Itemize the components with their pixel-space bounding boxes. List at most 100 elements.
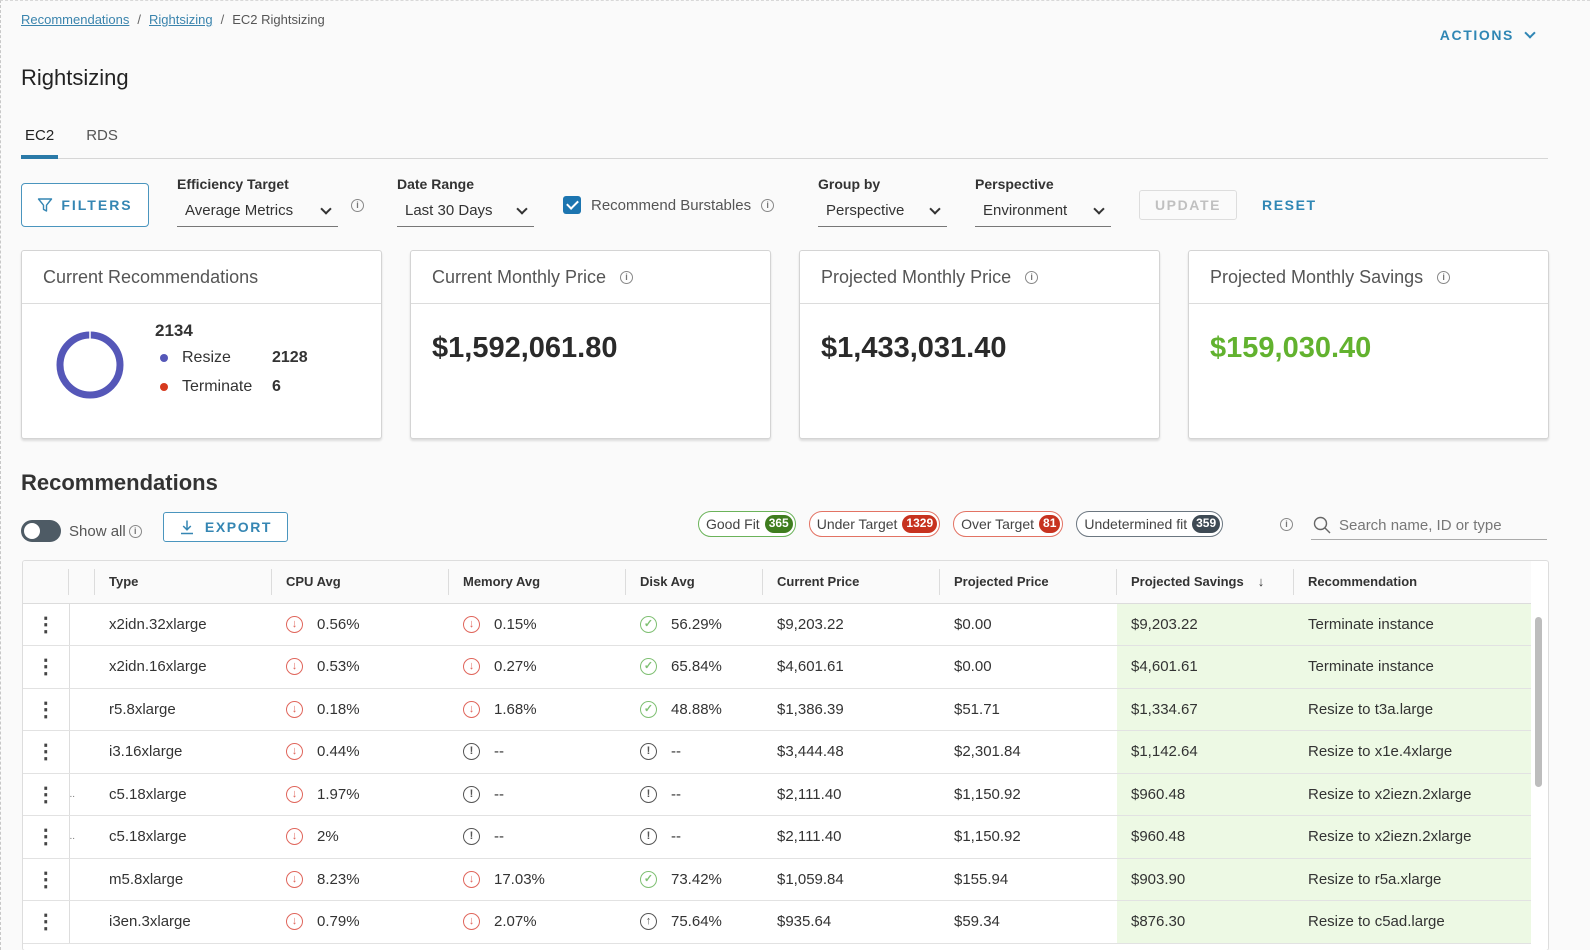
table-row[interactable]: ⋮ m5.8xlarge ↓ 8.23% ↓ 17.03% ✓ 73.42% $1,0… bbox=[23, 858, 1531, 901]
info-icon[interactable]: i bbox=[1025, 270, 1039, 284]
fit-filter-chips: Good Fit 365 Under Target 1329 Over Targ… bbox=[698, 511, 1224, 537]
chevron-down-icon bbox=[929, 202, 941, 215]
row-actions-kebab-icon[interactable]: ⋮ bbox=[23, 688, 69, 731]
row-actions-kebab-icon[interactable]: ⋮ bbox=[23, 900, 69, 944]
recommend-burstables-option: Recommend Burstables i bbox=[563, 196, 775, 214]
chevron-down-icon bbox=[516, 202, 528, 215]
cell-disk-avg: ! -- bbox=[626, 730, 763, 774]
table-row[interactable]: ⋮ .. c5.18xlarge ↓ 1.97% ! -- ! -- $2,111.4… bbox=[23, 773, 1531, 816]
column-header-current-price[interactable]: Current Price bbox=[763, 561, 940, 604]
cell-cpu-avg: ↓ 0.56% bbox=[272, 603, 449, 646]
breadcrumb-current: EC2 Rightsizing bbox=[232, 12, 325, 27]
efficiency-target-select[interactable]: Average Metrics bbox=[177, 200, 338, 227]
cell-disk-avg: ✓ 73.42% bbox=[626, 858, 763, 901]
row-expander[interactable] bbox=[68, 603, 95, 646]
table-row[interactable]: ⋮ x2idn.32xlarge ↓ 0.56% ↓ 0.15% ✓ 56.29% $… bbox=[23, 603, 1531, 646]
row-actions-kebab-icon[interactable]: ⋮ bbox=[23, 773, 69, 816]
row-expander[interactable] bbox=[68, 688, 95, 731]
row-expander[interactable] bbox=[68, 900, 95, 944]
row-actions-kebab-icon[interactable]: ⋮ bbox=[23, 815, 69, 859]
perspective-field: Perspective Environment bbox=[975, 176, 1111, 227]
table-row[interactable]: ⋮ i3.16xlarge ↓ 0.44% ! -- ! -- $3,444.48 $… bbox=[23, 730, 1531, 774]
row-actions-kebab-icon[interactable]: ⋮ bbox=[23, 730, 69, 774]
actions-label: ACTIONS bbox=[1439, 27, 1514, 43]
cell-projected-price: $1,150.92 bbox=[940, 815, 1117, 859]
chip-undetermined-fit[interactable]: Undetermined fit 359 bbox=[1076, 511, 1224, 537]
date-range-value: Last 30 Days bbox=[405, 202, 493, 219]
actions-menu-button[interactable]: ACTIONS bbox=[1439, 27, 1536, 43]
arrow-down-circle-icon: ↓ bbox=[463, 700, 480, 718]
filters-button[interactable]: FILTERS bbox=[21, 183, 149, 227]
table-row[interactable]: ⋮ i3en.3xlarge ↓ 0.79% ↓ 2.07% ↑ 75.64% $93… bbox=[23, 900, 1531, 944]
column-header-type[interactable]: Type bbox=[95, 561, 272, 604]
breadcrumb-rightsizing-link[interactable]: Rightsizing bbox=[149, 12, 213, 27]
memory-value: -- bbox=[494, 743, 504, 761]
row-expander[interactable] bbox=[68, 858, 95, 901]
chip-under-target[interactable]: Under Target 1329 bbox=[808, 511, 941, 537]
column-header-recommendation[interactable]: Recommendation bbox=[1294, 561, 1531, 604]
update-button[interactable]: UPDATE bbox=[1139, 190, 1237, 220]
table-row[interactable]: ⋮ .. c5.18xlarge ↓ 2% ! -- ! -- $2,111.40 $… bbox=[23, 815, 1531, 859]
info-icon[interactable]: i bbox=[1280, 518, 1293, 531]
breadcrumb-separator: / bbox=[220, 12, 225, 27]
recommend-burstables-checkbox[interactable] bbox=[563, 196, 581, 214]
chip-over-target[interactable]: Over Target 81 bbox=[953, 511, 1064, 537]
table-row[interactable]: ⋮ r5.8xlarge ↓ 0.18% ↓ 1.68% ✓ 48.88% $1,38… bbox=[23, 688, 1531, 731]
disk-value: 75.64% bbox=[671, 913, 722, 931]
cell-projected-price: $0.00 bbox=[940, 645, 1117, 689]
arrow-down-circle-icon: ↓ bbox=[463, 870, 480, 888]
row-expander[interactable]: .. bbox=[68, 773, 95, 816]
chip-label: Over Target bbox=[961, 516, 1035, 532]
column-header-projected-savings[interactable]: Projected Savings ↓ bbox=[1117, 561, 1294, 604]
info-icon[interactable]: i bbox=[1437, 270, 1451, 284]
column-header-projected-price[interactable]: Projected Price bbox=[940, 561, 1117, 604]
cell-projected-savings: $876.30 bbox=[1117, 900, 1294, 944]
search-input[interactable] bbox=[1339, 516, 1539, 534]
column-header-cpu-avg[interactable]: CPU Avg bbox=[272, 561, 449, 604]
cell-type: i3.16xlarge bbox=[95, 730, 272, 774]
info-icon[interactable]: i bbox=[620, 270, 634, 284]
legend-label: Resize bbox=[182, 349, 231, 366]
column-header-disk-avg[interactable]: Disk Avg bbox=[626, 561, 763, 604]
cell-recommendation: Terminate instance bbox=[1294, 645, 1531, 689]
row-actions-kebab-icon[interactable]: ⋮ bbox=[23, 858, 69, 901]
cpu-value: 0.56% bbox=[317, 615, 360, 633]
info-icon[interactable]: i bbox=[761, 198, 775, 212]
row-expander[interactable]: .. bbox=[68, 815, 95, 859]
breadcrumb-recommendations-link[interactable]: Recommendations bbox=[21, 12, 130, 27]
exclamation-circle-icon: ! bbox=[463, 828, 480, 846]
cell-cpu-avg: ↓ 1.97% bbox=[272, 773, 449, 816]
tab-ec2[interactable]: EC2 bbox=[21, 123, 59, 159]
row-actions-kebab-icon[interactable]: ⋮ bbox=[23, 603, 69, 646]
row-expander[interactable] bbox=[68, 645, 95, 689]
table-row[interactable]: ⋮ x2idn.16xlarge ↓ 0.53% ↓ 0.27% ✓ 65.84% $… bbox=[23, 645, 1531, 689]
column-header-memory-avg[interactable]: Memory Avg bbox=[449, 561, 626, 604]
chip-good-fit[interactable]: Good Fit 365 bbox=[698, 511, 796, 537]
export-button[interactable]: EXPORT bbox=[163, 512, 288, 542]
recommendations-heading: Recommendations bbox=[21, 470, 218, 495]
projected-monthly-savings-card: Projected Monthly Savings i $159,030.40 bbox=[1188, 250, 1549, 439]
efficiency-target-label: Efficiency Target bbox=[177, 176, 289, 192]
cell-cpu-avg: ↓ 2% bbox=[272, 815, 449, 859]
chevron-down-icon bbox=[1093, 202, 1105, 215]
cell-cpu-avg: ↓ 0.44% bbox=[272, 730, 449, 774]
info-icon[interactable]: i bbox=[128, 525, 142, 538]
tab-rds[interactable]: RDS bbox=[86, 127, 118, 144]
card-title: Current Monthly Price bbox=[432, 266, 607, 287]
reset-button[interactable]: RESET bbox=[1262, 197, 1317, 213]
cell-memory-avg: ↓ 0.27% bbox=[449, 645, 626, 689]
perspective-select[interactable]: Environment bbox=[975, 200, 1111, 227]
row-actions-kebab-icon[interactable]: ⋮ bbox=[23, 645, 69, 689]
sort-descending-icon[interactable]: ↓ bbox=[1257, 574, 1265, 590]
info-icon[interactable]: i bbox=[351, 199, 364, 212]
card-title: Current Recommendations bbox=[22, 251, 381, 304]
cell-projected-savings: $9,203.22 bbox=[1117, 603, 1294, 646]
row-expander[interactable] bbox=[68, 730, 95, 774]
date-range-select[interactable]: Last 30 Days bbox=[397, 200, 534, 227]
table-scrollbar[interactable] bbox=[1535, 617, 1542, 787]
cell-memory-avg: ! -- bbox=[449, 773, 626, 816]
show-all-toggle[interactable] bbox=[21, 520, 61, 542]
group-by-select[interactable]: Perspective bbox=[818, 200, 947, 227]
card-header: Projected Monthly Price i bbox=[800, 251, 1159, 304]
arrow-down-circle-icon: ↓ bbox=[286, 785, 303, 803]
